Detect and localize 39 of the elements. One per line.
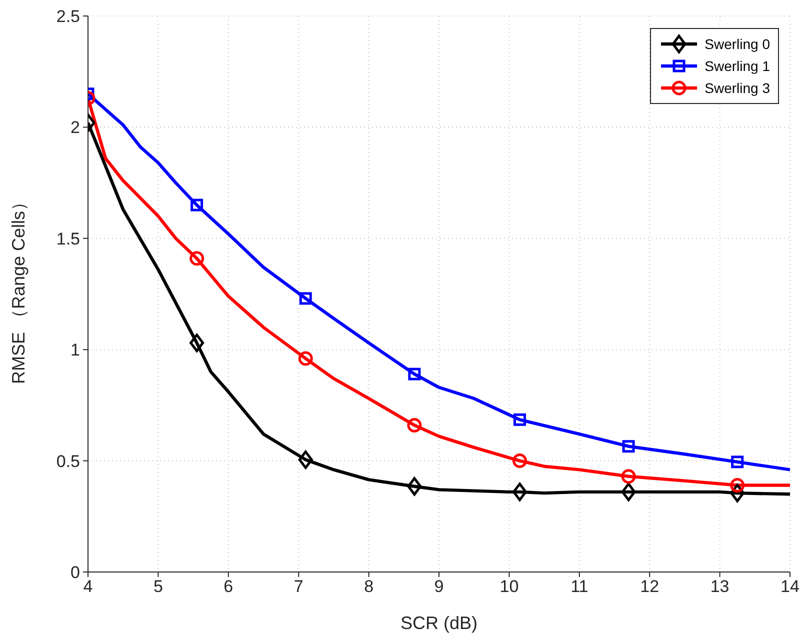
point: [730, 478, 745, 493]
x-tick-label: 8: [364, 577, 374, 596]
point: [621, 482, 636, 502]
point: [513, 413, 526, 426]
x-tick-label: 13: [710, 577, 730, 596]
point: [299, 292, 312, 305]
x-tick-label: 6: [224, 577, 234, 596]
x-tick-label: 4: [83, 577, 93, 596]
y-tick-label: 0: [70, 563, 80, 582]
y-tick-label: 0.5: [56, 452, 80, 471]
point: [731, 456, 744, 468]
point: [512, 454, 527, 468]
point: [190, 251, 204, 266]
y-tick-label: 1.5: [56, 229, 80, 248]
point: [407, 418, 422, 432]
point: [298, 450, 313, 469]
x-tick-label: 5: [153, 577, 163, 596]
x-tick-label: 9: [434, 577, 444, 596]
point: [512, 482, 527, 502]
point: [190, 334, 204, 352]
x-tick-label: 14: [780, 577, 800, 596]
legend-label: Swerling 1: [704, 58, 770, 74]
y-tick-label: 1: [70, 340, 80, 360]
y-tick-label: 2: [70, 118, 80, 138]
point: [298, 351, 313, 366]
x-tick-label: 7: [294, 577, 304, 596]
x-tick-label: 11: [570, 577, 588, 596]
point: [621, 469, 636, 484]
point: [408, 368, 421, 380]
point: [407, 477, 422, 496]
point: [190, 198, 204, 212]
y-tick-label: 2.5: [56, 7, 80, 26]
x-axis-title: SCR (dB): [400, 613, 478, 633]
y-axis-title: RMSE （Range Cells）: [8, 192, 28, 384]
legend-label: Swerling 3: [704, 80, 770, 96]
legend-label: Swerling 0: [704, 36, 770, 52]
point: [622, 440, 635, 453]
x-tick-label: 12: [640, 577, 660, 596]
x-tick-label: 10: [500, 577, 519, 596]
